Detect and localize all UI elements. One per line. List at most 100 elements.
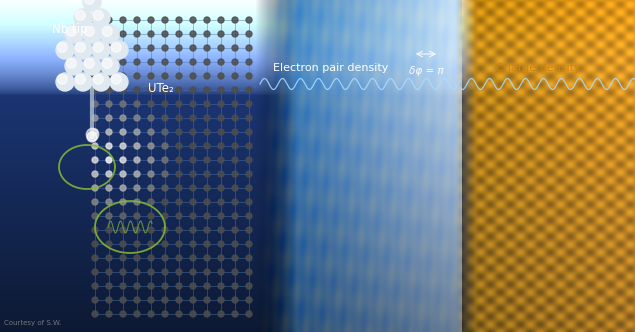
- Circle shape: [134, 17, 140, 23]
- Circle shape: [83, 0, 101, 11]
- Circle shape: [120, 45, 126, 51]
- Circle shape: [246, 17, 252, 23]
- Circle shape: [246, 283, 252, 289]
- Circle shape: [176, 185, 182, 191]
- Circle shape: [148, 283, 154, 289]
- Circle shape: [176, 213, 182, 219]
- Circle shape: [92, 269, 98, 275]
- Circle shape: [148, 73, 154, 79]
- Circle shape: [162, 87, 168, 93]
- Circle shape: [106, 115, 112, 121]
- Circle shape: [134, 157, 140, 163]
- Circle shape: [246, 227, 252, 233]
- Circle shape: [218, 59, 224, 65]
- Circle shape: [57, 74, 67, 84]
- Circle shape: [120, 283, 126, 289]
- Circle shape: [148, 31, 154, 37]
- Circle shape: [190, 73, 196, 79]
- Circle shape: [232, 185, 238, 191]
- Circle shape: [109, 65, 116, 72]
- Circle shape: [232, 17, 238, 23]
- Circle shape: [218, 115, 224, 121]
- Circle shape: [218, 269, 224, 275]
- Circle shape: [190, 283, 196, 289]
- Circle shape: [92, 283, 98, 289]
- Circle shape: [100, 17, 107, 24]
- Circle shape: [232, 143, 238, 149]
- Circle shape: [204, 59, 210, 65]
- Text: Courtesy of S.W.: Courtesy of S.W.: [4, 320, 62, 326]
- Circle shape: [190, 101, 196, 107]
- Circle shape: [204, 31, 210, 37]
- Circle shape: [218, 101, 224, 107]
- Circle shape: [134, 269, 140, 275]
- Circle shape: [190, 311, 196, 317]
- Circle shape: [204, 115, 210, 121]
- Circle shape: [66, 26, 76, 36]
- Circle shape: [218, 283, 224, 289]
- Circle shape: [176, 283, 182, 289]
- Circle shape: [204, 199, 210, 205]
- Circle shape: [106, 101, 112, 107]
- Circle shape: [204, 129, 210, 135]
- Circle shape: [190, 59, 196, 65]
- Circle shape: [134, 101, 140, 107]
- Circle shape: [148, 45, 154, 51]
- Circle shape: [117, 81, 125, 88]
- Circle shape: [204, 171, 210, 177]
- Circle shape: [92, 17, 98, 23]
- Circle shape: [93, 10, 104, 20]
- Circle shape: [106, 199, 112, 205]
- Circle shape: [162, 227, 168, 233]
- Circle shape: [246, 45, 252, 51]
- Circle shape: [204, 87, 210, 93]
- Circle shape: [246, 255, 252, 261]
- Circle shape: [134, 59, 140, 65]
- Circle shape: [232, 157, 238, 163]
- Circle shape: [148, 59, 154, 65]
- Circle shape: [120, 311, 126, 317]
- Circle shape: [134, 227, 140, 233]
- Circle shape: [246, 59, 252, 65]
- Circle shape: [148, 199, 154, 205]
- Circle shape: [148, 115, 154, 121]
- Circle shape: [92, 157, 98, 163]
- Circle shape: [218, 171, 224, 177]
- Circle shape: [64, 81, 71, 88]
- Circle shape: [148, 87, 154, 93]
- Circle shape: [232, 199, 238, 205]
- Circle shape: [106, 73, 112, 79]
- Circle shape: [218, 297, 224, 303]
- Circle shape: [65, 25, 83, 43]
- Circle shape: [72, 65, 80, 72]
- Circle shape: [176, 115, 182, 121]
- Circle shape: [204, 143, 210, 149]
- Circle shape: [92, 241, 98, 247]
- Circle shape: [162, 31, 168, 37]
- Circle shape: [120, 59, 126, 65]
- Circle shape: [190, 31, 196, 37]
- Circle shape: [84, 26, 94, 36]
- Circle shape: [120, 73, 126, 79]
- Circle shape: [134, 129, 140, 135]
- Circle shape: [190, 199, 196, 205]
- Circle shape: [162, 255, 168, 261]
- Circle shape: [232, 241, 238, 247]
- Circle shape: [120, 129, 126, 135]
- Circle shape: [106, 283, 112, 289]
- Circle shape: [148, 129, 154, 135]
- Circle shape: [92, 73, 98, 79]
- Circle shape: [176, 101, 182, 107]
- Circle shape: [190, 241, 196, 247]
- Circle shape: [190, 17, 196, 23]
- Circle shape: [148, 227, 154, 233]
- Circle shape: [176, 227, 182, 233]
- Circle shape: [134, 31, 140, 37]
- Circle shape: [204, 185, 210, 191]
- Circle shape: [120, 101, 126, 107]
- Circle shape: [218, 241, 224, 247]
- Circle shape: [106, 157, 112, 163]
- Circle shape: [106, 31, 112, 37]
- Circle shape: [92, 87, 98, 93]
- Circle shape: [232, 171, 238, 177]
